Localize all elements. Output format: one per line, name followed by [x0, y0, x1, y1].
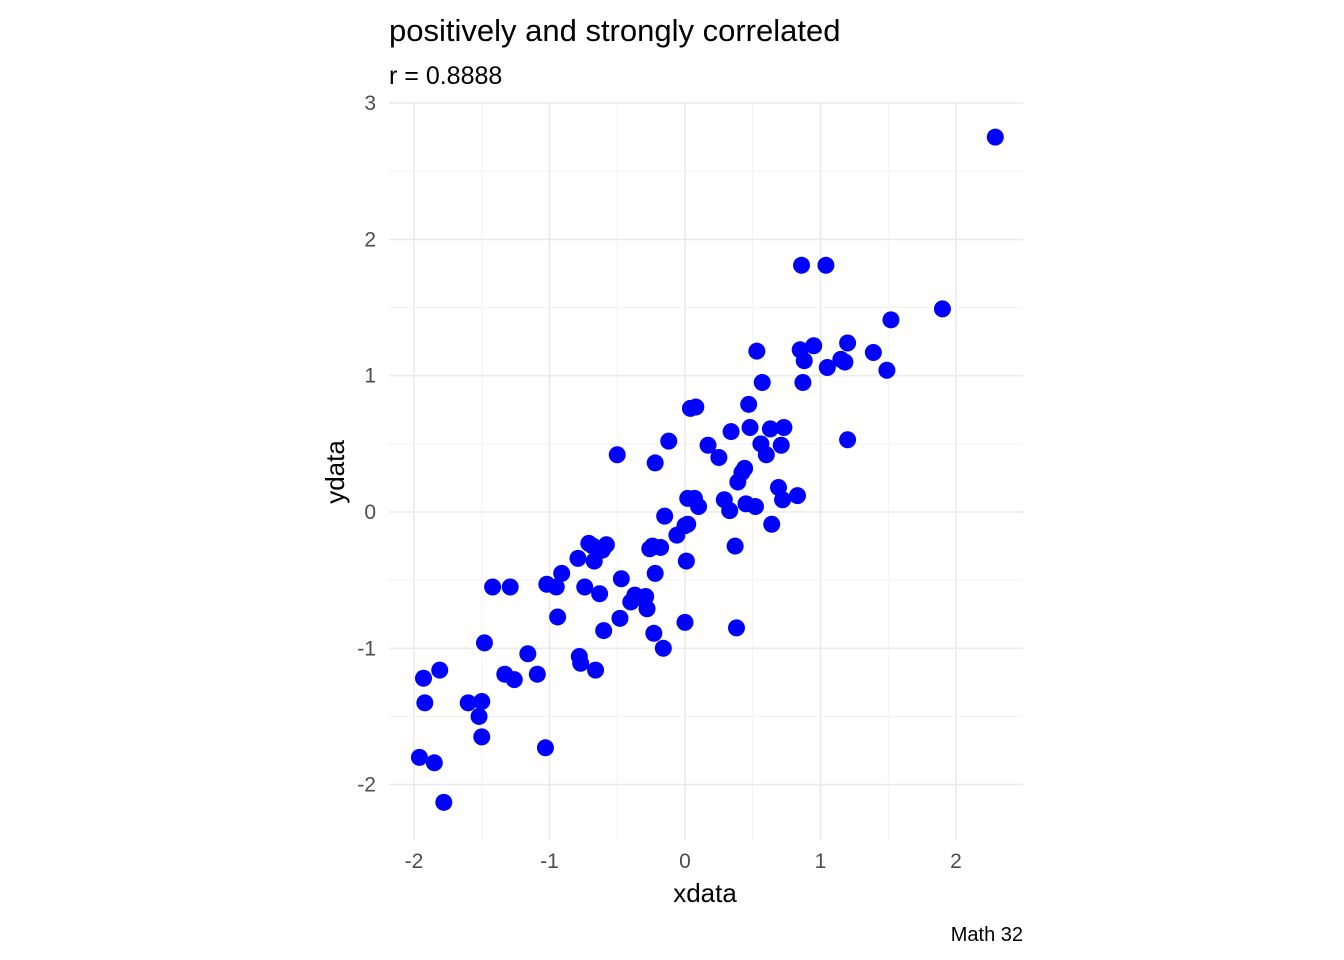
y-tick-label: 3 [364, 92, 376, 115]
data-point [475, 634, 493, 652]
data-point [727, 619, 745, 637]
data-point [882, 311, 900, 329]
y-axis-title: ydata [320, 440, 350, 504]
data-point [933, 300, 951, 318]
data-point [553, 564, 571, 582]
data-point [435, 793, 453, 811]
data-point [805, 337, 823, 355]
data-point [459, 694, 477, 712]
data-point [622, 593, 640, 611]
x-axis-title: xdata [673, 878, 737, 908]
data-point [726, 537, 744, 555]
data-point [612, 570, 630, 588]
data-point [839, 334, 857, 352]
data-point [788, 487, 806, 505]
data-point [753, 374, 771, 392]
data-point [763, 515, 781, 533]
x-tick-label: -1 [540, 850, 559, 873]
data-point [484, 578, 502, 596]
data-point [528, 665, 546, 683]
x-tick-label: 2 [950, 850, 962, 873]
data-point [410, 748, 428, 766]
data-point [676, 613, 694, 631]
data-point [470, 707, 488, 725]
data-point [536, 739, 554, 757]
data-point [817, 256, 835, 274]
data-point [668, 526, 686, 544]
data-point [576, 578, 594, 596]
data-point [986, 128, 1004, 146]
data-point [794, 374, 812, 392]
data-point [587, 661, 605, 679]
data-point [795, 352, 813, 370]
data-point [740, 395, 758, 413]
x-tick-label: 1 [815, 850, 827, 873]
data-point [431, 661, 449, 679]
data-point [501, 578, 519, 596]
y-tick-label: -2 [357, 774, 376, 797]
x-axis-ticks: -2 -1 0 1 2 [405, 850, 962, 873]
data-point [741, 418, 759, 436]
data-point [580, 534, 598, 552]
data-point [722, 423, 740, 441]
data-point [748, 342, 766, 360]
y-tick-label: 0 [364, 501, 376, 524]
y-axis-ticks: -2 -1 0 1 2 3 [357, 92, 376, 797]
data-point [646, 454, 664, 472]
data-point [769, 478, 787, 496]
data-point [654, 639, 672, 657]
data-point [473, 728, 491, 746]
data-point [775, 418, 793, 436]
chart-title: positively and strongly correlated [389, 13, 840, 48]
data-point [679, 489, 697, 507]
y-tick-label: -1 [357, 637, 376, 660]
data-point [677, 552, 695, 570]
data-point [660, 432, 678, 450]
data-point [699, 436, 717, 454]
data-points [410, 128, 1004, 811]
data-point [414, 669, 432, 687]
data-point [496, 665, 514, 683]
data-point [715, 491, 733, 509]
x-tick-label: 0 [679, 850, 691, 873]
data-point [645, 624, 663, 642]
chart-subtitle: r = 0.8888 [389, 62, 502, 90]
data-point [729, 473, 747, 491]
data-point [519, 645, 537, 663]
y-tick-label: 1 [364, 365, 376, 388]
data-point [818, 359, 836, 377]
data-point [761, 420, 779, 438]
data-point [793, 256, 811, 274]
data-point [591, 585, 609, 603]
data-point [641, 540, 659, 558]
data-point [473, 692, 491, 710]
data-point [538, 575, 556, 593]
data-point [611, 609, 629, 627]
chart-caption: Math 32 [951, 924, 1023, 946]
data-point [710, 448, 728, 466]
data-point [878, 361, 896, 379]
data-point [656, 507, 674, 525]
data-point [864, 344, 882, 362]
data-point [585, 552, 603, 570]
data-point [646, 564, 664, 582]
data-point [772, 436, 790, 454]
data-point [570, 647, 588, 665]
data-point [416, 694, 434, 712]
data-point [737, 495, 755, 513]
data-point [681, 399, 699, 417]
x-tick-label: -2 [405, 850, 424, 873]
data-point [549, 608, 567, 626]
data-point [595, 622, 613, 640]
data-point [569, 549, 587, 567]
data-point [752, 435, 770, 453]
data-point [839, 431, 857, 449]
data-point [425, 754, 443, 772]
data-point [836, 353, 854, 371]
y-tick-label: 2 [364, 228, 376, 251]
data-point [608, 446, 626, 464]
